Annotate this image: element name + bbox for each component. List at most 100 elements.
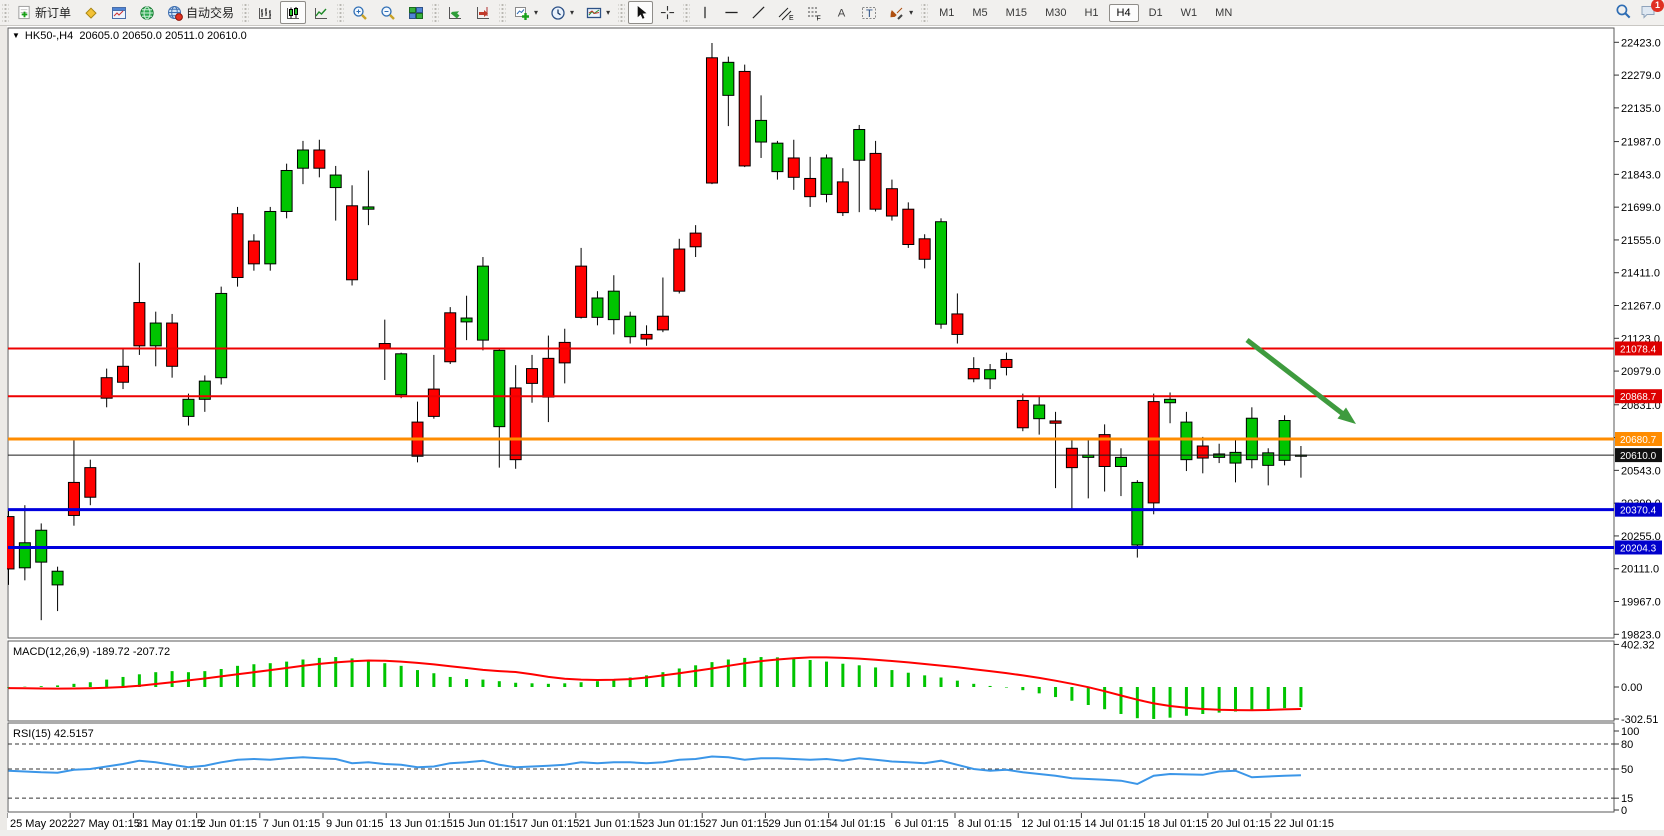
- candle-body: [1131, 481, 1144, 546]
- time-tick-label: 25 May 2022: [10, 818, 74, 830]
- toolbar-group-separator: [921, 3, 929, 22]
- candles-layer[interactable]: [2, 42, 1307, 621]
- cursor-tool-button[interactable]: [628, 1, 654, 24]
- price-tick-label: 21987.0: [1621, 137, 1661, 149]
- zoom-out-button[interactable]: [375, 1, 401, 24]
- candle-body: [215, 292, 228, 379]
- price-badge-label: 20610.0: [1620, 451, 1657, 462]
- dropdown-caret[interactable]: ▾: [606, 8, 611, 17]
- dropdown-caret[interactable]: ▾: [534, 8, 539, 17]
- zoom-in-button[interactable]: [347, 1, 373, 24]
- chevron-down-icon[interactable]: ▼: [12, 31, 20, 40]
- price-badge-label: 21078.4: [1620, 344, 1657, 355]
- candle-body: [1098, 434, 1111, 467]
- chart-canvas[interactable]: 22423.0 22279.0 22135.0 21987.0 21843.0 21699…: [0, 26, 1664, 836]
- price-badge: [1615, 540, 1662, 555]
- candle-body: [362, 206, 375, 210]
- macd-axis-label: 402.32: [1621, 639, 1655, 651]
- candle-body: [869, 152, 882, 210]
- new-order-button[interactable]: 新订单: [12, 1, 76, 24]
- auto-scroll-button[interactable]: [442, 1, 468, 24]
- time-tick-label: 4 Jul 01:15: [832, 818, 886, 830]
- text-tool-button[interactable]: A: [829, 1, 854, 24]
- candle-body: [656, 315, 669, 331]
- crosshair-tool-button[interactable]: [655, 1, 680, 24]
- price-tick-label: 20255.0: [1621, 531, 1661, 543]
- trend-arrow[interactable]: [1245, 338, 1349, 420]
- candle-body: [296, 149, 309, 169]
- candle-body: [738, 70, 751, 167]
- auto-trading-button[interactable]: 自动交易: [162, 1, 239, 24]
- toolbar-group-separator: [337, 3, 345, 22]
- timeframe-M1[interactable]: M1: [939, 6, 955, 19]
- candle-body: [264, 210, 277, 265]
- time-tick-label: 29 Jun 01:15: [768, 818, 832, 830]
- charts-window-button[interactable]: [106, 1, 132, 24]
- text-label-tool-button[interactable]: T: [856, 1, 882, 24]
- timeframe-MN[interactable]: MN: [1215, 6, 1233, 19]
- line-chart-mode-button[interactable]: [308, 1, 334, 24]
- chart-window: 22423.0 22279.0 22135.0 21987.0 21843.0 21699…: [0, 26, 1664, 836]
- template-button[interactable]: ▾: [581, 1, 615, 24]
- tile-windows-button[interactable]: [403, 1, 429, 24]
- candle-body: [526, 368, 539, 384]
- candle-body: [149, 322, 162, 347]
- price-axis[interactable]: 22423.0 22279.0 22135.0 21987.0 21843.0 21699…: [1614, 37, 1661, 817]
- chart-window-icon: [111, 5, 127, 21]
- market-watch-button[interactable]: [78, 1, 104, 24]
- symbol-timeframe-label: HK50-,H4: [24, 30, 74, 42]
- data-center-button[interactable]: [134, 1, 160, 24]
- periods-button[interactable]: ▾: [545, 1, 579, 24]
- toolbar-drag-handle: [2, 3, 9, 22]
- candle-body: [918, 238, 931, 260]
- timeframe-M15[interactable]: M15: [1005, 6, 1028, 19]
- candle-body: [984, 369, 997, 380]
- candle-body: [84, 467, 97, 498]
- vertical-line-tool-button[interactable]: [693, 1, 717, 24]
- candle-body: [755, 119, 768, 143]
- search-icon[interactable]: [1615, 3, 1632, 23]
- macd-axis-label: 0.00: [1621, 682, 1642, 694]
- timeframe-H4[interactable]: H4: [1108, 3, 1139, 22]
- vertical-line-icon: [698, 5, 712, 20]
- candlestick-mode-button[interactable]: [280, 1, 307, 24]
- timeframe-M30[interactable]: M30: [1045, 6, 1067, 19]
- timeframe-W1[interactable]: W1: [1180, 6, 1198, 19]
- chart-shift-button[interactable]: [470, 1, 496, 24]
- add-indicator-button[interactable]: ▾: [509, 1, 543, 24]
- trendline-tool-button[interactable]: [746, 1, 771, 24]
- price-tick-label: 22279.0: [1621, 70, 1661, 82]
- time-tick-label: 8 Jul 01:15: [958, 818, 1012, 830]
- candle-body: [378, 343, 391, 349]
- symbol-info[interactable]: ▼ HK50-,H4 20605.0 20650.0 20511.0 20610.…: [12, 30, 247, 42]
- horizontal-line-tool-button[interactable]: [719, 1, 744, 24]
- time-tick-label: 17 Jun 01:15: [516, 818, 580, 830]
- bar-chart-mode-button[interactable]: [252, 1, 278, 24]
- dropdown-caret[interactable]: ▾: [570, 8, 575, 17]
- candle-body: [166, 322, 179, 367]
- candle-body: [346, 205, 359, 281]
- timeframe-D1[interactable]: D1: [1148, 6, 1163, 19]
- timeframe-H1[interactable]: H1: [1084, 6, 1099, 19]
- rsi-axis-label: 15: [1621, 793, 1633, 805]
- fibonacci-tool-button[interactable]: F: [801, 1, 827, 24]
- candle-body: [182, 398, 195, 417]
- candle-body: [640, 333, 653, 340]
- dropdown-caret[interactable]: ▾: [909, 8, 914, 17]
- candle-body: [820, 157, 833, 195]
- time-tick-label: 14 Jul 01:15: [1084, 818, 1144, 830]
- candle-body: [100, 377, 113, 399]
- price-badge: [1615, 448, 1662, 463]
- timeframe-M5[interactable]: M5: [972, 6, 988, 19]
- price-badge-label: 20370.4: [1620, 506, 1657, 517]
- candle-body: [1114, 456, 1127, 467]
- candle-body: [673, 248, 686, 292]
- rsi-axis-label: 50: [1621, 764, 1633, 776]
- crosshair-icon: [660, 5, 675, 20]
- toolbar-group-separator: [242, 3, 250, 22]
- notifications-button[interactable]: 1: [1640, 0, 1664, 23]
- arrows-tool-button[interactable]: ▾: [884, 1, 918, 24]
- time-tick-label: 2 Jun 01:15: [200, 818, 258, 830]
- channel-tool-button[interactable]: E: [773, 1, 799, 24]
